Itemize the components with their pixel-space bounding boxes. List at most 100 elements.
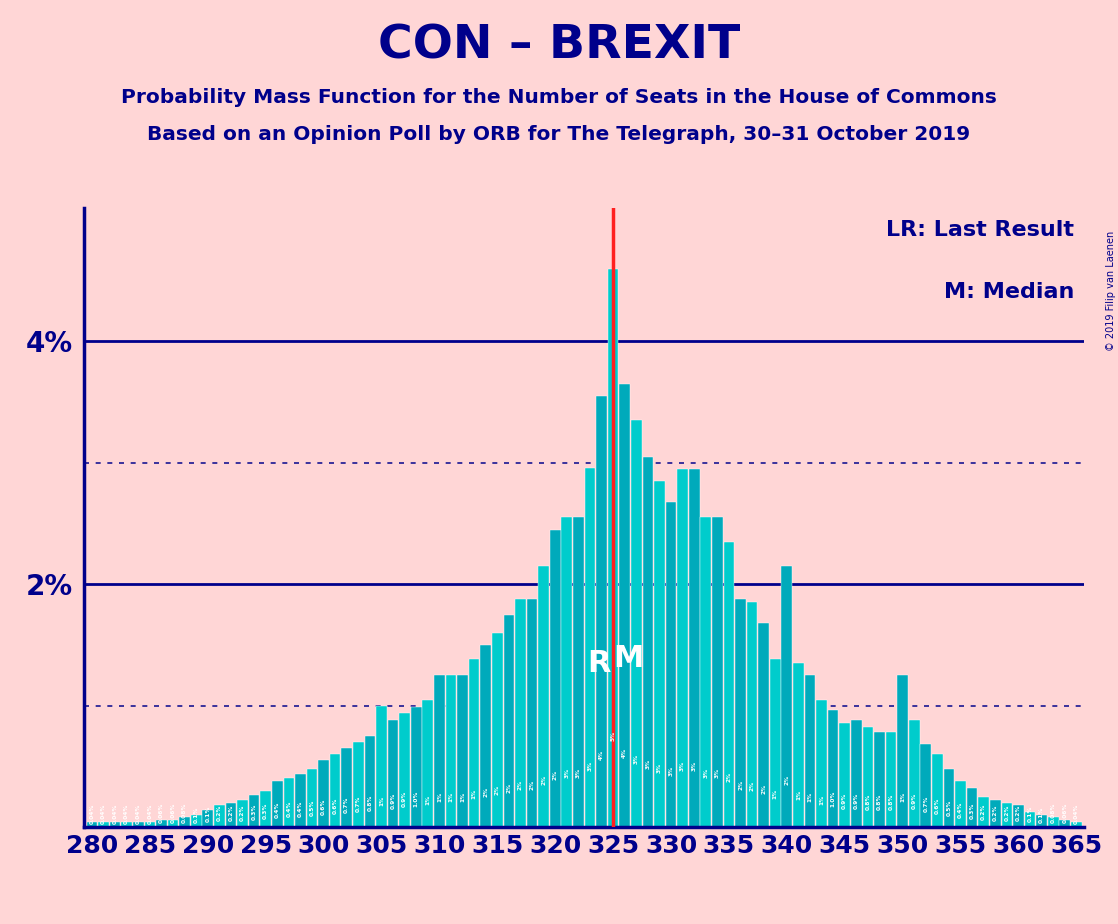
Text: 0.06%: 0.06% [171,803,176,823]
Bar [492,633,503,827]
Text: 0.8%: 0.8% [368,795,372,811]
Bar [423,699,433,827]
Text: 0.9%: 0.9% [911,792,917,808]
Text: 0.04%: 0.04% [101,804,106,824]
Text: 0.1%: 0.1% [206,806,210,822]
Text: Based on an Opinion Poll by ORB for The Telegraph, 30–31 October 2019: Based on an Opinion Poll by ORB for The … [148,125,970,144]
Bar [260,791,271,827]
Text: 2%: 2% [785,775,789,785]
Text: 0.9%: 0.9% [402,791,407,808]
Bar [503,614,514,827]
Text: 0.08%: 0.08% [182,803,187,823]
Bar [989,800,1001,827]
Text: 0.2%: 0.2% [228,805,234,821]
Bar [446,675,456,827]
Bar [457,675,467,827]
Bar [306,769,318,827]
Text: 4%: 4% [623,748,627,758]
Bar [840,723,850,827]
Bar [122,822,132,827]
Bar [932,754,942,827]
Bar [643,456,653,827]
Bar [1002,803,1012,827]
Bar [712,517,722,827]
Bar [851,720,862,827]
Text: M: M [613,644,643,673]
Bar [319,760,329,827]
Bar [944,769,955,827]
Text: 0.1%: 0.1% [1027,806,1033,822]
Bar [955,781,966,827]
Bar [665,502,676,827]
Text: 0.4%: 0.4% [286,801,292,817]
Text: 0.3%: 0.3% [252,804,257,820]
Text: 0.06%: 0.06% [1062,803,1068,823]
Text: 0.2%: 0.2% [1004,805,1010,821]
Bar [793,663,804,827]
Bar [284,778,294,827]
Bar [237,800,248,827]
Text: 1%: 1% [819,796,824,806]
Text: LR: Last Result: LR: Last Result [887,220,1074,240]
Text: 0.7%: 0.7% [356,796,361,812]
Bar [874,733,884,827]
Bar [179,817,190,827]
Text: 3%: 3% [587,760,593,771]
Text: 2%: 2% [518,780,523,790]
Text: 1.0%: 1.0% [414,790,419,807]
Text: 0.2%: 0.2% [1016,805,1021,821]
Bar [898,675,908,827]
Bar [827,711,838,827]
Bar [550,529,560,827]
Text: 3%: 3% [680,760,685,771]
Bar [249,796,259,827]
Bar [133,822,143,827]
Bar [214,805,225,827]
Bar [468,660,480,827]
Bar [1048,817,1059,827]
Text: 2%: 2% [552,770,558,780]
Text: 0.5%: 0.5% [310,799,314,816]
Text: 0.4%: 0.4% [275,801,280,818]
Text: CON – BREXIT: CON – BREXIT [378,23,740,68]
Text: 0.2%: 0.2% [982,804,986,820]
Text: 1%: 1% [459,792,465,802]
Bar [608,269,618,827]
Text: 1%: 1% [807,792,813,802]
Bar [863,727,873,827]
Bar [619,383,631,827]
Text: 3%: 3% [714,768,720,778]
Bar [909,720,919,827]
Bar [689,468,700,827]
Text: 0.9%: 0.9% [854,792,859,808]
Text: 3%: 3% [634,753,638,763]
Bar [747,602,757,827]
Text: 3%: 3% [669,766,673,776]
Text: 3%: 3% [692,760,697,771]
Text: 1%: 1% [900,792,906,802]
Bar [816,699,827,827]
Text: 0.04%: 0.04% [1074,804,1079,824]
Bar [272,781,283,827]
Bar [978,796,989,827]
Text: Probability Mass Function for the Number of Seats in the House of Commons: Probability Mass Function for the Number… [121,88,997,107]
Bar [364,736,376,827]
Bar [481,645,491,827]
Bar [574,517,584,827]
Text: 1%: 1% [472,789,476,799]
Text: 2%: 2% [761,784,766,794]
Bar [515,599,525,827]
Bar [770,660,780,827]
Text: 3%: 3% [565,768,569,778]
Bar [157,820,167,827]
Bar [758,623,769,827]
Bar [736,599,746,827]
Text: 0.04%: 0.04% [148,804,152,824]
Text: 0.9%: 0.9% [390,792,396,808]
Text: 4%: 4% [599,749,604,760]
Text: 1%: 1% [437,792,442,802]
Bar [202,810,214,827]
Text: 0.04%: 0.04% [135,804,141,824]
Text: 1%: 1% [379,796,383,807]
Bar [631,420,642,827]
